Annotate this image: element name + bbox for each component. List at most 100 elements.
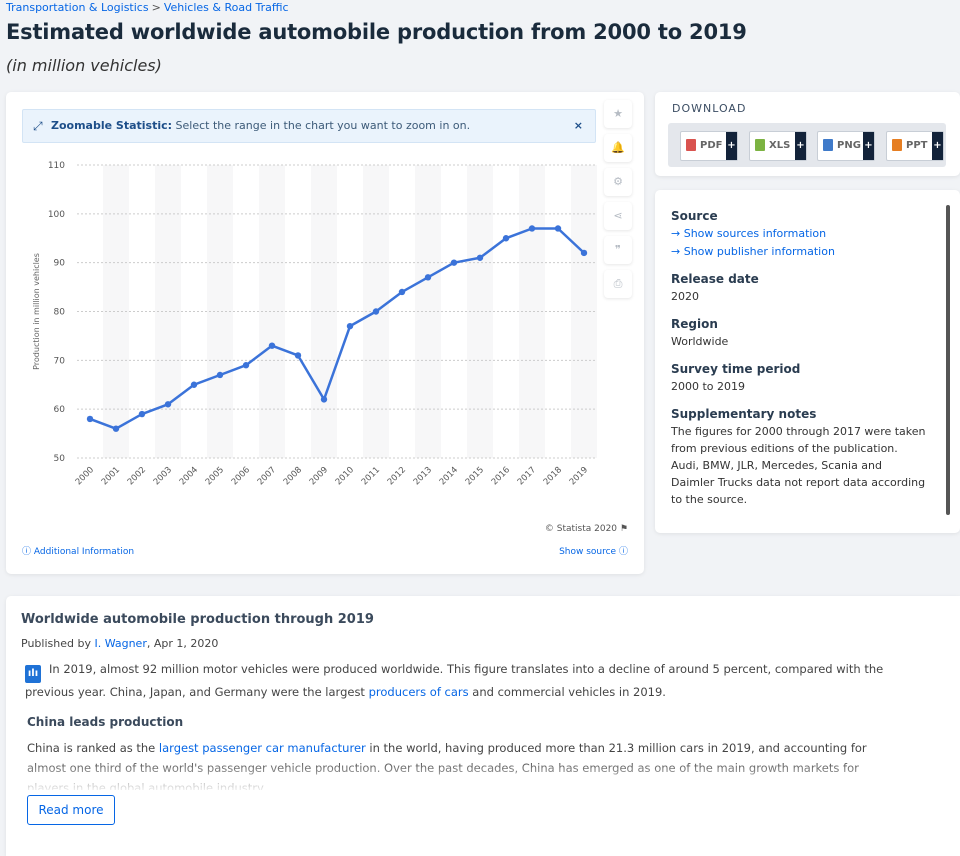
y-axis-label: Production in million vehicles bbox=[32, 253, 41, 370]
show-source-link[interactable]: Show source ⓘ bbox=[559, 544, 628, 557]
y-tick-label: 50 bbox=[54, 454, 66, 464]
article-title: Worldwide automobile production through … bbox=[21, 612, 374, 627]
zoom-notice: ⤢ Zoomable Statistic: Select the range i… bbox=[22, 109, 596, 143]
data-point bbox=[398, 288, 406, 296]
x-tick-label: 2013 bbox=[412, 465, 434, 487]
data-point bbox=[320, 396, 328, 403]
zoom-notice-text: Select the range in the chart you want t… bbox=[175, 119, 471, 132]
article-paragraph: China is ranked as the largest passenger… bbox=[21, 738, 901, 790]
ppt-label: PPT bbox=[906, 140, 928, 151]
column-band bbox=[103, 165, 129, 458]
data-point bbox=[138, 410, 146, 418]
column-band bbox=[155, 165, 181, 458]
info-card: Source → Show sources information → Show… bbox=[655, 190, 960, 533]
x-tick-label: 2011 bbox=[360, 465, 382, 487]
x-tick-label: 2003 bbox=[152, 465, 174, 487]
data-point bbox=[372, 308, 380, 315]
article-card: Worldwide automobile production through … bbox=[6, 596, 960, 856]
data-point bbox=[554, 225, 562, 232]
data-point bbox=[86, 415, 94, 423]
info-icon: ⓘ bbox=[618, 547, 628, 557]
read-more-button[interactable]: Read more bbox=[27, 795, 115, 825]
p1-text: In 2019, almost 92 million motor vehicle… bbox=[25, 662, 884, 699]
expand-icon: ⤢ bbox=[33, 119, 43, 133]
print-icon[interactable]: ⎙ bbox=[604, 270, 632, 298]
y-tick-label: 90 bbox=[54, 259, 66, 269]
show-sources-link[interactable]: → Show sources information bbox=[671, 227, 827, 240]
share-icon[interactable]: ⋖ bbox=[604, 202, 632, 230]
notes-label: Supplementary notes bbox=[671, 407, 817, 421]
additional-information-label: Additional Information bbox=[33, 547, 135, 557]
gear-icon[interactable]: ⚙ bbox=[604, 168, 632, 196]
data-point bbox=[164, 401, 172, 408]
download-xls-button[interactable]: XLS + bbox=[749, 131, 807, 161]
region-label: Region bbox=[671, 317, 718, 331]
data-point bbox=[502, 235, 510, 242]
pdf-label: PDF bbox=[700, 140, 723, 151]
release-date: 2020 bbox=[671, 290, 699, 303]
column-band bbox=[571, 165, 597, 458]
close-icon[interactable]: × bbox=[573, 119, 583, 132]
chart-card: 50 60 70 80 90 100 110 Production in million ve… bbox=[6, 92, 644, 574]
source-label: Source bbox=[671, 209, 718, 223]
copyright-text: © Statista 2020 bbox=[544, 524, 618, 534]
png-label: PNG bbox=[837, 140, 861, 151]
survey-period-label: Survey time period bbox=[671, 362, 801, 376]
data-point bbox=[268, 342, 276, 349]
release-date-label: Release date bbox=[671, 272, 759, 286]
p2-text: China is ranked as the bbox=[27, 741, 159, 755]
column-band bbox=[467, 165, 493, 458]
download-card: DOWNLOAD PDF + XLS + PNG + PPT + bbox=[655, 92, 960, 176]
survey-period: 2000 to 2019 bbox=[671, 380, 746, 393]
plus-icon: + bbox=[795, 132, 806, 160]
quote-icon[interactable]: ❞ bbox=[604, 236, 632, 264]
png-image-icon bbox=[823, 139, 833, 151]
data-point bbox=[242, 362, 250, 369]
x-tick-label: 2004 bbox=[178, 465, 200, 487]
y-tick-label: 100 bbox=[48, 210, 65, 220]
x-tick-label: 2017 bbox=[516, 465, 538, 487]
breadcrumb-vehicles[interactable]: Vehicles & Road Traffic bbox=[163, 1, 289, 14]
y-tick-label: 60 bbox=[54, 405, 66, 415]
show-publisher-link[interactable]: → Show publisher information bbox=[671, 245, 835, 258]
y-tick-label: 80 bbox=[54, 308, 66, 318]
plus-icon: + bbox=[726, 132, 737, 160]
plus-icon: + bbox=[863, 132, 874, 160]
scrollbar[interactable] bbox=[946, 205, 950, 515]
additional-information-link[interactable]: ⓘ Additional Information bbox=[22, 544, 134, 557]
zoom-notice-bold: Zoomable Statistic: bbox=[51, 119, 173, 132]
author-link[interactable]: I. Wagner bbox=[94, 637, 147, 650]
largest-manufacturer-link[interactable]: largest passenger car manufacturer bbox=[158, 741, 366, 755]
bar-chart-icon: ılı bbox=[25, 665, 41, 683]
ppt-file-icon bbox=[892, 139, 902, 151]
info-icon: ⓘ bbox=[22, 547, 32, 557]
page-title: Estimated worldwide automobile productio… bbox=[6, 20, 747, 44]
x-tick-label: 2006 bbox=[230, 465, 252, 487]
download-ppt-button[interactable]: PPT + bbox=[886, 131, 944, 161]
x-tick-label: 2015 bbox=[464, 465, 486, 487]
column-band bbox=[311, 165, 337, 458]
series-line bbox=[89, 227, 585, 430]
breadcrumb-transportation[interactable]: Transportation & Logistics bbox=[6, 1, 149, 14]
data-point bbox=[294, 352, 302, 359]
data-point bbox=[216, 371, 224, 379]
x-tick-label: 2005 bbox=[204, 465, 226, 487]
published-line: Published by I. Wagner, Apr 1, 2020 bbox=[21, 637, 901, 650]
plus-icon: + bbox=[932, 132, 943, 160]
bell-icon[interactable]: 🔔 bbox=[604, 134, 632, 162]
xls-file-icon bbox=[755, 139, 765, 151]
flag-icon: ⚑ bbox=[619, 524, 628, 534]
data-point bbox=[346, 322, 354, 330]
line-chart[interactable]: 50 60 70 80 90 100 110 Production in million ve… bbox=[6, 92, 606, 532]
star-icon[interactable]: ★ bbox=[604, 100, 632, 128]
data-point bbox=[190, 381, 198, 388]
data-point bbox=[450, 259, 458, 266]
chart-toolbar: ★ 🔔 ⚙ ⋖ ❞ ⎙ bbox=[604, 100, 634, 304]
published-prefix: Published by bbox=[21, 637, 95, 650]
x-tick-label: 2007 bbox=[256, 465, 278, 487]
download-png-button[interactable]: PNG + bbox=[817, 131, 875, 161]
producers-of-cars-link[interactable]: producers of cars bbox=[368, 685, 469, 699]
article-paragraph: ılı In 2019, almost 92 million motor vehi… bbox=[21, 660, 901, 702]
download-pdf-button[interactable]: PDF + bbox=[680, 131, 738, 161]
notes: The figures for 2000 through 2017 were t… bbox=[671, 425, 926, 506]
